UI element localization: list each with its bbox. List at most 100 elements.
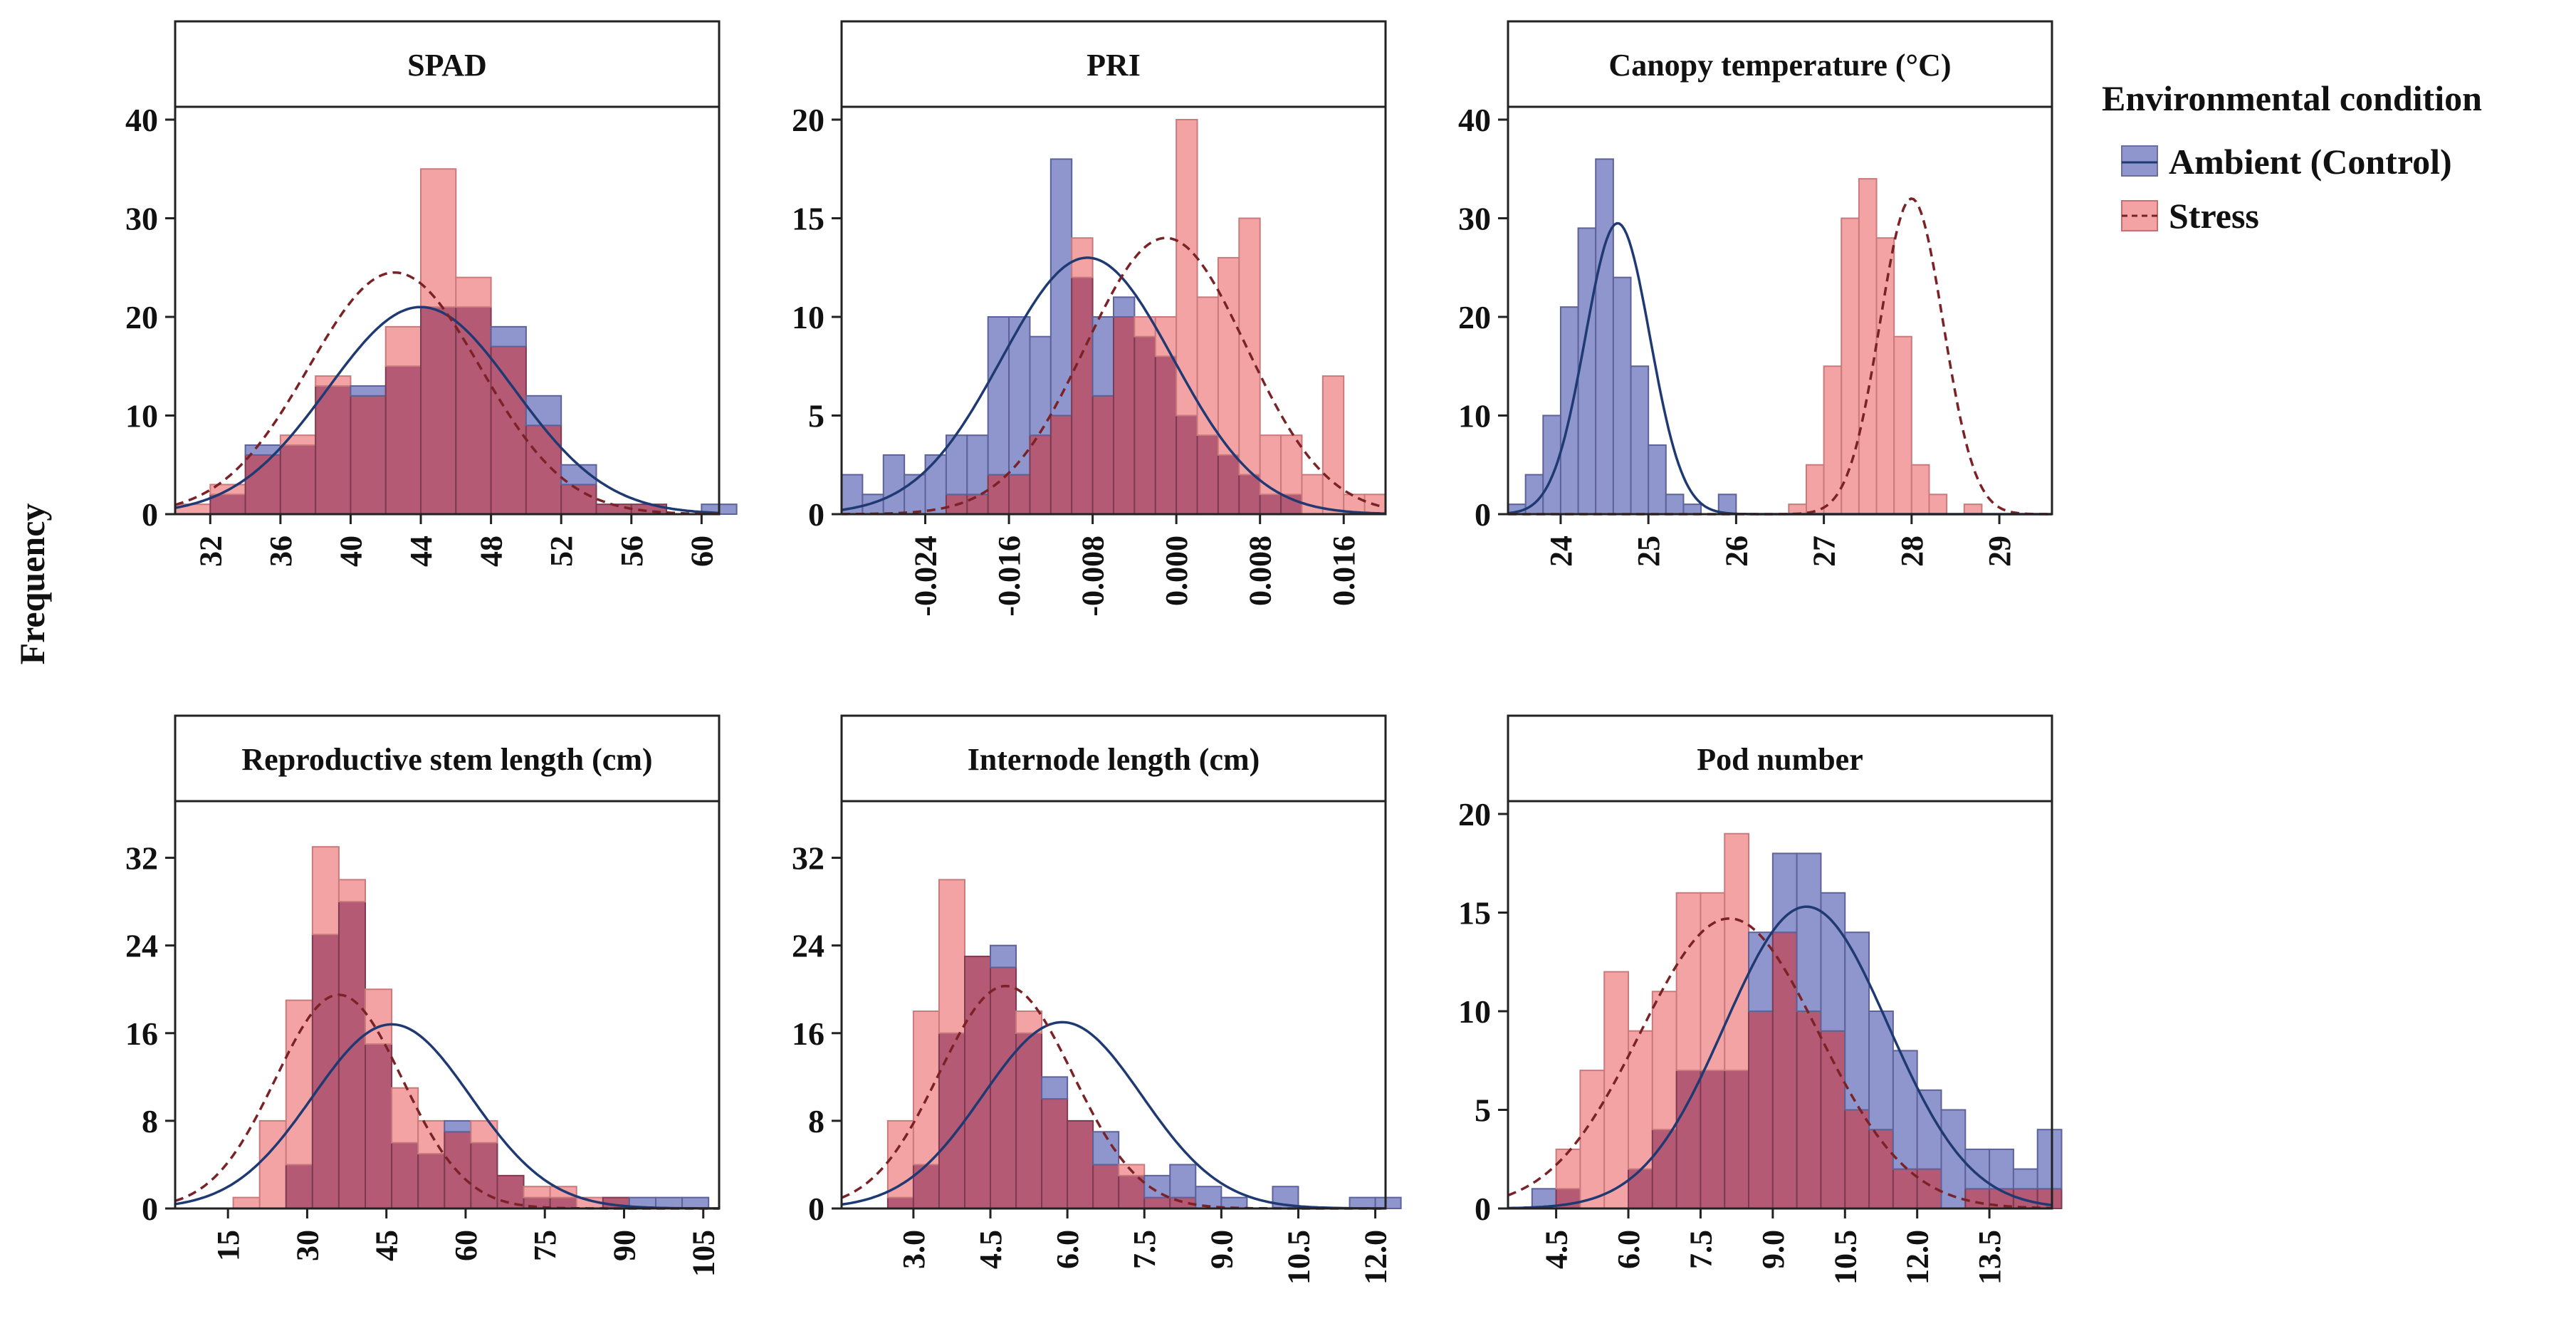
x-tick-label: 60	[449, 1230, 483, 1261]
bar-ambient	[2036, 1129, 2063, 1190]
y-tick-label: 15	[1458, 895, 1491, 931]
bar-overlap	[1008, 474, 1031, 515]
bar-overlap	[285, 1164, 313, 1210]
bar-overlap	[420, 306, 457, 515]
bar-overlap	[1238, 474, 1261, 515]
fit-curve-stress	[842, 236, 1386, 516]
x-tick-label: 44	[404, 536, 439, 567]
bar-stress	[1805, 464, 1825, 515]
bar-overlap	[1748, 1011, 1774, 1209]
y-tick-label: 30	[1458, 201, 1491, 237]
x-tick-label: 12.0	[1900, 1230, 1935, 1285]
panel-6: Pod number 0 5 10 15 20 4.5 6.0 7.5 9.0 10.5 12.0 13…	[1458, 714, 2063, 1285]
panel-4: Reproductive stem length (cm) 0 8 16 24 32 15 3…	[125, 714, 721, 1277]
x-tick-label: 26	[1719, 536, 1754, 567]
bar-ambient	[904, 474, 926, 515]
bar-stress	[365, 988, 393, 1045]
x-tick-label: 32	[193, 536, 228, 567]
bar-ambient	[1630, 365, 1650, 515]
bar-ambient	[1665, 494, 1685, 515]
y-tick-label: 10	[1458, 993, 1491, 1030]
y-tick-label: 8	[142, 1103, 158, 1139]
x-tick-label: 6.0	[1050, 1230, 1085, 1269]
bar-overlap	[1049, 414, 1073, 515]
bar-overlap	[1041, 1098, 1069, 1209]
legend-label-stress: Stress	[2169, 196, 2259, 236]
bar-overlap	[1724, 1070, 1750, 1209]
bar-overlap	[209, 494, 246, 515]
bar-overlap	[391, 1142, 419, 1209]
bar-ambient	[1143, 1174, 1171, 1199]
x-tick-label: 10.5	[1281, 1230, 1316, 1285]
bar-stress	[1238, 217, 1261, 476]
panel-title-strip	[840, 20, 1387, 108]
x-tick-label: 36	[263, 536, 298, 567]
bar-ambient	[1717, 494, 1737, 515]
bar-ambient	[1771, 852, 1798, 934]
bar-stress	[1154, 316, 1178, 357]
panel-title-strip	[174, 20, 721, 108]
bar-ambient	[525, 395, 562, 427]
bar-ambient	[1577, 227, 1597, 515]
bar-ambient	[681, 1196, 710, 1209]
x-tick-label: 12.0	[1358, 1230, 1393, 1285]
bar-stress	[523, 1186, 551, 1199]
bar-overlap	[990, 966, 1017, 1209]
x-tick-label: 27	[1807, 536, 1842, 567]
y-tick-label: 0	[1475, 1191, 1491, 1227]
x-tick-label: -0.024	[909, 536, 943, 617]
x-tick-label: 60	[684, 536, 719, 567]
y-tick-label: 32	[125, 840, 158, 877]
bar-overlap	[1844, 1109, 1870, 1209]
legend-title: Environmental condition	[2102, 78, 2482, 118]
bar-stress	[1603, 971, 1630, 1209]
bar-stress	[1724, 832, 1750, 1072]
x-tick-label: 40	[333, 536, 368, 567]
bar-ambient	[2012, 1168, 2038, 1190]
bar-stress	[1196, 296, 1219, 437]
x-tick-label: 30	[290, 1230, 325, 1261]
y-tick-label: 20	[125, 299, 158, 335]
bar-stress	[384, 325, 422, 367]
x-tick-label: 0.000	[1159, 536, 1194, 606]
x-tick-label: 25	[1631, 536, 1666, 567]
y-tick-label: 5	[808, 398, 824, 434]
fit-curve-ambient	[841, 256, 1386, 515]
x-tick-label: 6.0	[1611, 1230, 1646, 1269]
fit-curve-ambient	[841, 1020, 1386, 1210]
x-tick-label: 52	[544, 536, 579, 567]
panel-3: Canopy temperature (°C) 0 10 20 30 40 24 25 26 27…	[1458, 20, 2053, 567]
bar-stress	[1651, 991, 1677, 1131]
x-tick-label: 9.0	[1204, 1230, 1239, 1269]
bar-overlap	[1015, 1032, 1043, 1210]
bar-stress	[1579, 1070, 1606, 1209]
plot-frame	[840, 800, 1387, 1210]
bar-overlap	[1196, 434, 1219, 516]
bar-overlap	[1628, 1168, 1653, 1209]
bar-stress	[1875, 237, 1895, 515]
panel-title: Reproductive stem length (cm)	[241, 742, 652, 777]
x-tick-label: 105	[686, 1230, 721, 1277]
plot-frame	[1507, 105, 2053, 516]
y-tick-label: 0	[808, 1191, 824, 1227]
bar-ambient	[1916, 1089, 1942, 1170]
bar-overlap	[1796, 1011, 1822, 1209]
bar-overlap	[1067, 1119, 1094, 1210]
bar-stress	[1280, 434, 1303, 496]
bar-ambient	[1349, 1196, 1376, 1209]
bar-stress	[1893, 335, 1912, 516]
y-tick-label: 10	[1458, 398, 1491, 434]
x-tick-label: 15	[211, 1230, 246, 1261]
plot-frame	[174, 105, 721, 516]
bar-overlap	[496, 1174, 525, 1210]
y-tick-label: 24	[792, 928, 824, 964]
bar-ambient	[1892, 1050, 1918, 1170]
bar-stress	[1858, 178, 1878, 515]
bar-stress	[1176, 119, 1198, 417]
bar-ambient	[1559, 306, 1579, 515]
bar-stress	[1217, 256, 1240, 456]
x-tick-label: 13.5	[1972, 1230, 2007, 1285]
bar-overlap	[1217, 454, 1240, 516]
y-tick-label: 20	[1458, 796, 1491, 832]
bar-overlap	[987, 474, 1010, 515]
